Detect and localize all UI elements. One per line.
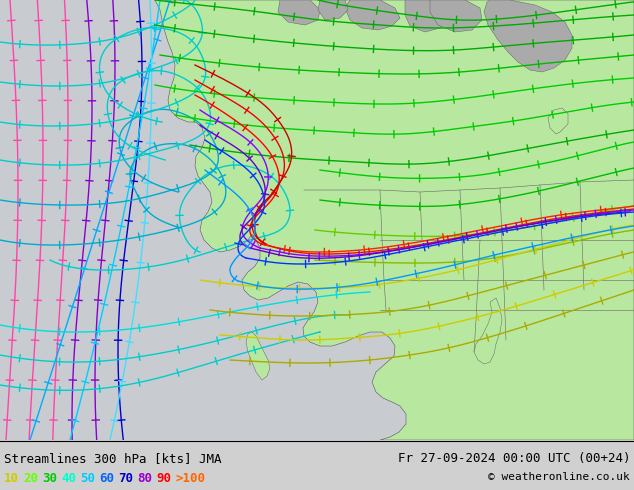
Text: 70: 70 xyxy=(118,472,133,485)
Text: 30: 30 xyxy=(42,472,57,485)
Text: >100: >100 xyxy=(175,472,205,485)
Text: 80: 80 xyxy=(137,472,152,485)
Polygon shape xyxy=(246,332,270,380)
Polygon shape xyxy=(278,0,320,25)
Text: Streamlines 300 hPa [kts] JMA: Streamlines 300 hPa [kts] JMA xyxy=(4,452,221,465)
Text: © weatheronline.co.uk: © weatheronline.co.uk xyxy=(488,472,630,482)
Polygon shape xyxy=(548,108,568,134)
Text: 90: 90 xyxy=(156,472,171,485)
Text: 10: 10 xyxy=(4,472,19,485)
Text: 20: 20 xyxy=(23,472,38,485)
Text: 50: 50 xyxy=(80,472,95,485)
Polygon shape xyxy=(474,298,502,364)
Polygon shape xyxy=(484,0,572,72)
Text: 60: 60 xyxy=(99,472,114,485)
Text: 40: 40 xyxy=(61,472,76,485)
Polygon shape xyxy=(345,0,400,30)
Text: Fr 27-09-2024 00:00 UTC (00+24): Fr 27-09-2024 00:00 UTC (00+24) xyxy=(398,452,630,465)
Polygon shape xyxy=(318,0,348,20)
Polygon shape xyxy=(405,0,448,32)
Polygon shape xyxy=(155,0,634,440)
Polygon shape xyxy=(430,0,482,32)
